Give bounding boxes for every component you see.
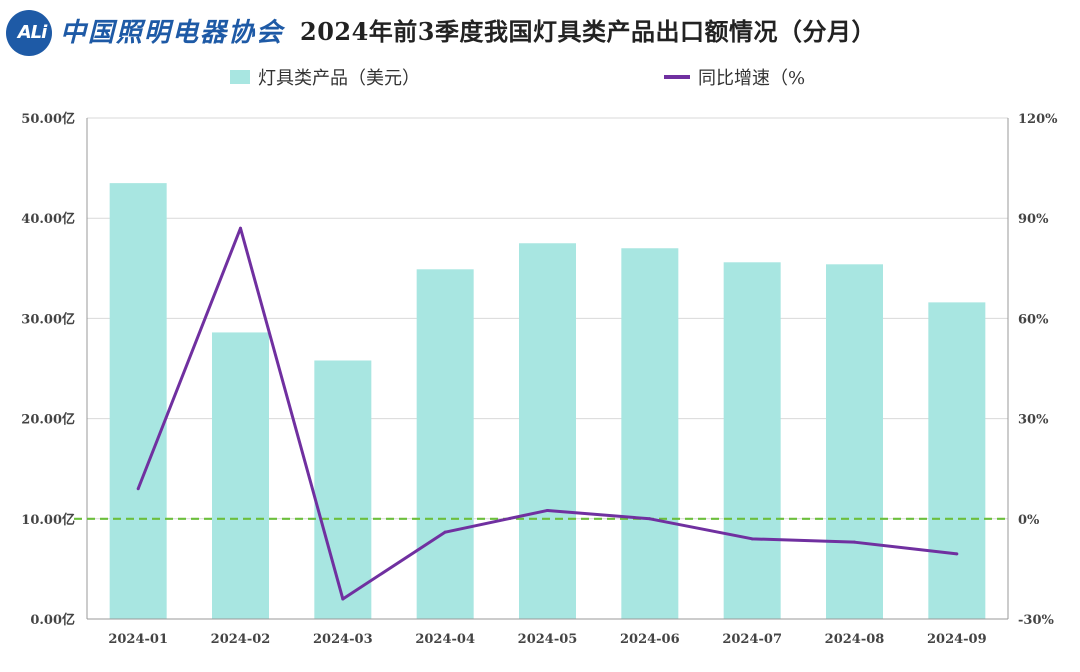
logo-emblem xyxy=(6,10,52,56)
y-axis-left-tick-label: 20.00亿 xyxy=(21,412,75,428)
bar xyxy=(621,248,679,619)
legend-item-bar-series: 灯具类产品（美元） xyxy=(230,64,420,90)
y-axis-left-tick-label: 10.00亿 xyxy=(21,512,75,528)
y-axis-right-tick-label: 0% xyxy=(1018,513,1040,528)
y-axis-left-tick-label: 40.00亿 xyxy=(21,211,75,227)
logo: ALi 中国照明电器协会 xyxy=(6,6,296,56)
bar xyxy=(212,332,269,619)
bar xyxy=(723,262,781,619)
x-axis-tick-label: 2024-03 xyxy=(313,632,373,647)
legend-item-line-series: 同比增速（% xyxy=(664,64,805,90)
line-point xyxy=(955,552,959,556)
line-point xyxy=(341,597,345,601)
line-point xyxy=(443,530,447,534)
bar xyxy=(519,243,576,619)
line-point xyxy=(239,226,242,230)
line-point xyxy=(750,537,754,541)
legend-line-swatch xyxy=(664,75,690,79)
legend-bar-swatch xyxy=(230,70,250,84)
y-axis-left-tick-label: 50.00亿 xyxy=(21,111,75,127)
chart-title: 2024年前3季度我国灯具类产品出口额情况（分月） xyxy=(300,17,876,46)
x-axis-tick-label: 2024-06 xyxy=(620,632,680,647)
x-axis-tick-label: 2024-04 xyxy=(415,632,475,647)
bar xyxy=(826,264,883,619)
line-point xyxy=(546,508,549,512)
y-axis-right-tick-label: 120% xyxy=(1018,112,1058,127)
bar xyxy=(109,183,167,619)
y-axis-right-tick-label: 60% xyxy=(1018,312,1049,327)
y-axis-right-tick-label: -30% xyxy=(1018,613,1054,628)
logo-organization-name: 中国照明电器协会 xyxy=(60,18,285,48)
y-axis-right-tick-label: 30% xyxy=(1018,413,1049,428)
x-axis-tick-label: 2024-08 xyxy=(825,632,885,647)
x-axis-tick-label: 2024-02 xyxy=(211,632,271,647)
bar xyxy=(928,302,986,619)
logo-abbreviation: ALi xyxy=(17,22,48,43)
x-axis-tick-label: 2024-07 xyxy=(722,632,782,647)
bar xyxy=(416,269,474,619)
y-axis-right-tick-label: 90% xyxy=(1018,212,1049,227)
x-axis-tick-label: 2024-09 xyxy=(927,632,987,647)
y-axis-left-tick-label: 30.00亿 xyxy=(21,311,75,327)
line-point xyxy=(136,487,140,491)
line-point xyxy=(853,540,856,544)
x-axis-tick-label: 2024-01 xyxy=(108,632,168,647)
bar xyxy=(314,360,372,619)
x-axis-tick-label: 2024-05 xyxy=(518,632,578,647)
legend-label-bar-series: 灯具类产品（美元） xyxy=(258,68,420,89)
line-point xyxy=(648,517,652,521)
y-axis-left-tick-label: 0.00亿 xyxy=(30,612,75,628)
legend-label-line-series: 同比增速（% xyxy=(698,68,806,89)
